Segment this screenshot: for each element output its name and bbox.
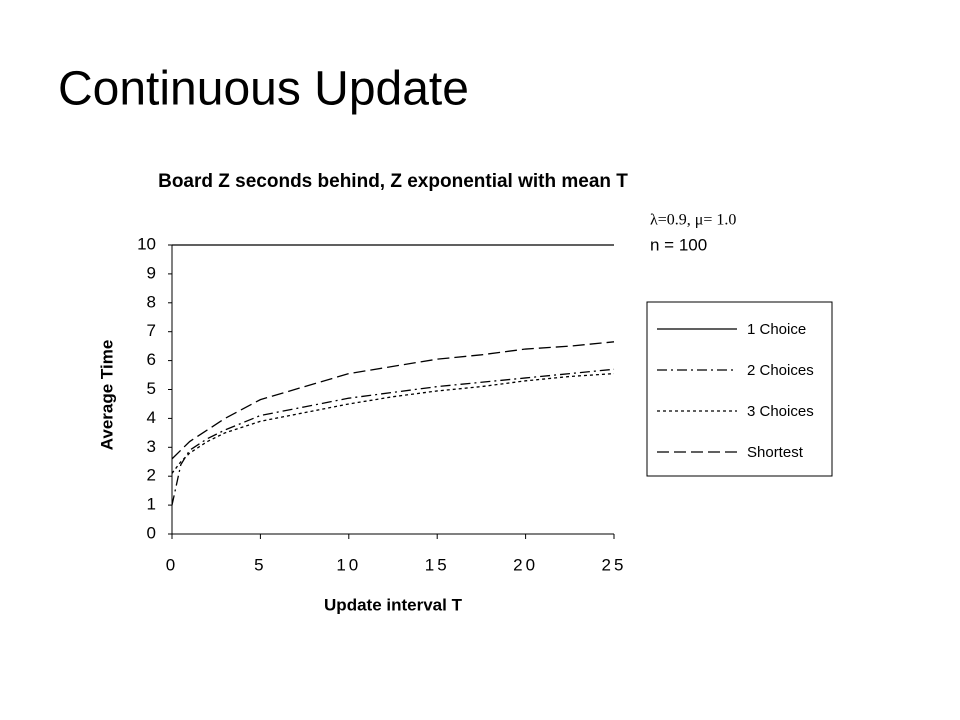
annotation: n = 100 [650,235,707,254]
x-axis-title: Update interval T [324,595,463,614]
legend-label: 1 Choice [747,321,806,338]
x-tick-label: 15 [425,555,450,574]
annotation: λ=0.9, μ= 1.0 [650,212,736,229]
y-axis-title: Average Time [97,340,116,451]
x-tick-label: 10 [336,555,361,574]
y-tick-label: 9 [147,263,156,282]
line-series [171,341,615,460]
line-series [171,372,615,474]
legend-label: Shortest [747,444,804,461]
y-tick-label: 1 [147,495,156,514]
x-tick-label: 25 [602,555,627,574]
y-tick-label: 5 [147,379,156,398]
legend-label: 2 Choices [747,362,814,379]
x-tick-label: 5 [254,555,266,574]
x-tick-label: 20 [513,555,538,574]
y-tick-label: 7 [147,321,156,340]
legend-box [646,301,833,477]
slide-title: Continuous Update [58,63,469,116]
y-tick-label: 4 [147,408,156,427]
legend-label: 3 Choices [747,403,814,420]
x-tick-label: 0 [166,555,178,574]
y-tick-label: 0 [147,523,156,542]
y-tick-label: 8 [147,292,156,311]
y-tick-label: 2 [147,466,156,485]
chart-title: Board Z seconds behind, Z exponential wi… [158,171,628,192]
y-tick-label: 10 [137,234,156,253]
y-tick-label: 3 [147,437,156,456]
y-tick-label: 6 [147,350,156,369]
line-series [171,368,615,506]
